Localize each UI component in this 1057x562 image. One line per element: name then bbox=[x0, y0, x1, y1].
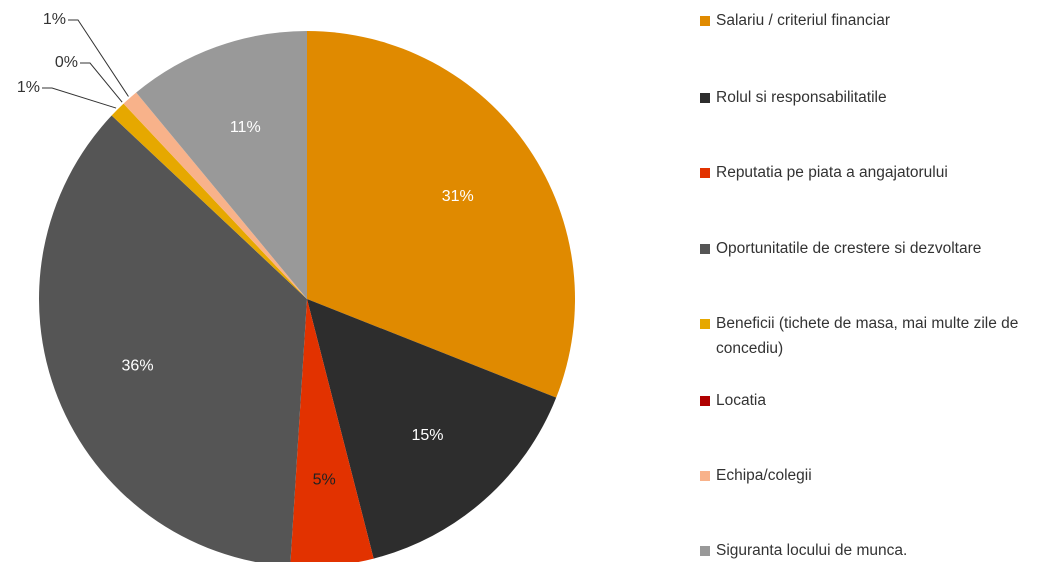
legend-label: Reputatia pe piata a angajatorului bbox=[716, 164, 948, 181]
pie-slice bbox=[111, 103, 307, 299]
legend-entry: Reputatia pe piata a angajatorului bbox=[700, 160, 1050, 185]
legend-swatch bbox=[700, 396, 710, 406]
legend-swatch bbox=[700, 16, 710, 26]
leader-line bbox=[42, 87, 117, 109]
legend-swatch bbox=[700, 168, 710, 178]
legend-swatch bbox=[700, 471, 710, 481]
leader-line bbox=[80, 62, 123, 103]
legend-entry: Oportunitatile de crestere si dezvoltare bbox=[700, 236, 1050, 261]
legend-label: Beneficii (tichete de masa, mai multe zi… bbox=[716, 315, 1019, 357]
legend-entry: Locatia bbox=[700, 388, 1050, 413]
data-label: 0% bbox=[55, 54, 78, 71]
legend-label: Echipa/colegii bbox=[716, 467, 812, 484]
legend-entry: Echipa/colegii bbox=[700, 463, 1050, 488]
legend-label: Siguranta locului de munca. bbox=[716, 542, 908, 559]
data-label: 11% bbox=[230, 119, 261, 136]
pie-slice bbox=[307, 299, 557, 559]
legend-label: Salariu / criteriul financiar bbox=[716, 12, 891, 29]
legend-entry: Rolul si responsabilitatile bbox=[700, 85, 1050, 110]
data-label: 15% bbox=[412, 427, 444, 444]
pie-slice bbox=[290, 299, 374, 562]
pie-slice bbox=[38, 115, 307, 562]
data-label: 31% bbox=[442, 188, 474, 205]
leader-line bbox=[68, 19, 129, 97]
legend-label: Locatia bbox=[716, 392, 766, 409]
legend-swatch bbox=[700, 546, 710, 556]
legend-entry: Beneficii (tichete de masa, mai multe zi… bbox=[700, 311, 1050, 361]
data-label: 36% bbox=[122, 357, 154, 374]
pie-slice bbox=[307, 31, 575, 398]
legend-label: Rolul si responsabilitatile bbox=[716, 89, 887, 106]
chart: 31% 15% 5% 36% 1% 0% 1% 11% bbox=[17, 11, 575, 562]
data-label: 1% bbox=[17, 79, 40, 96]
legend-entry: Siguranta locului de munca. bbox=[700, 538, 1050, 562]
data-label: 1% bbox=[43, 11, 66, 28]
legend-swatch bbox=[700, 93, 710, 103]
pie-slice bbox=[136, 31, 307, 299]
legend-swatch bbox=[700, 319, 710, 329]
pie-slice bbox=[123, 92, 307, 300]
legend-label: Oportunitatile de crestere si dezvoltare bbox=[716, 240, 982, 257]
legend-entry: Salariu / criteriul financiar bbox=[700, 8, 1050, 33]
data-label: 5% bbox=[313, 472, 336, 489]
legend-swatch bbox=[700, 244, 710, 254]
